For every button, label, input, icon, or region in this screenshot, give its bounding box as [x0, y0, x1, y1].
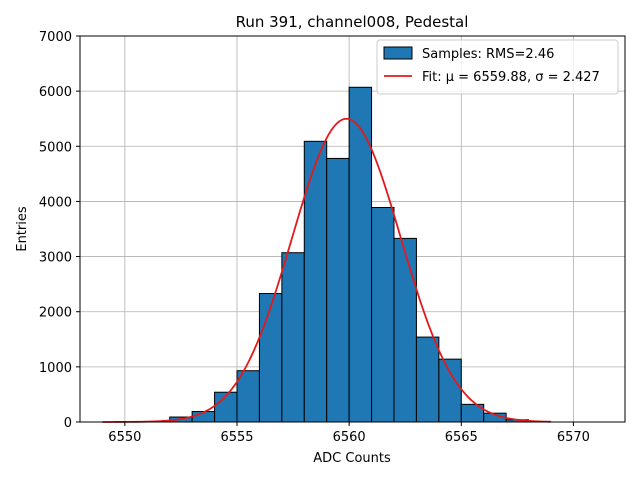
histogram-bar — [393, 237, 417, 423]
x-tick-label: 6550 — [108, 430, 141, 445]
y-tick-label: 2000 — [39, 306, 72, 321]
histogram-bar — [438, 358, 462, 423]
fit-curve-line — [102, 117, 552, 423]
histogram-bar — [415, 336, 440, 423]
histogram-bar — [236, 370, 260, 423]
x-tick-label: 6555 — [220, 430, 253, 445]
histogram-bar — [281, 252, 305, 423]
y-tick-label: 0 — [64, 416, 72, 431]
y-tick-label: 1000 — [39, 361, 72, 376]
y-tick-label: 5000 — [39, 140, 72, 155]
y-tick-label: 6000 — [39, 85, 72, 100]
plot-area-frame — [79, 35, 626, 423]
y-axis-title: Entries — [15, 206, 30, 252]
legend: Samples: RMS=2.46 Fit: μ = 6559.88, σ = … — [376, 39, 619, 95]
y-tick-label: 3000 — [39, 251, 72, 266]
histogram-bars — [169, 86, 530, 423]
legend-label-samples: Samples: RMS=2.46 — [422, 47, 554, 62]
legend-box — [376, 39, 619, 95]
histogram-bar — [348, 86, 373, 423]
chart-title: Run 391, channel008, Pedestal — [236, 13, 469, 31]
x-tick-label: 6565 — [445, 430, 478, 445]
histogram-bar — [303, 140, 328, 423]
axis-ticks: 6550 6555 6560 6565 6570 0 1000 2000 3000 4000 500… — [39, 30, 590, 445]
legend-swatch-samples — [383, 46, 413, 60]
x-tick-label: 6560 — [333, 430, 366, 445]
x-tick-label: 6570 — [557, 430, 590, 445]
x-axis-title: ADC Counts — [313, 451, 391, 466]
legend-label-fit: Fit: μ = 6559.88, σ = 2.427 — [422, 70, 600, 85]
histogram-bar — [258, 293, 283, 423]
y-tick-label: 7000 — [39, 30, 72, 45]
histogram-bar — [371, 206, 395, 423]
histogram-bar — [326, 157, 350, 423]
y-tick-label: 4000 — [39, 195, 72, 210]
